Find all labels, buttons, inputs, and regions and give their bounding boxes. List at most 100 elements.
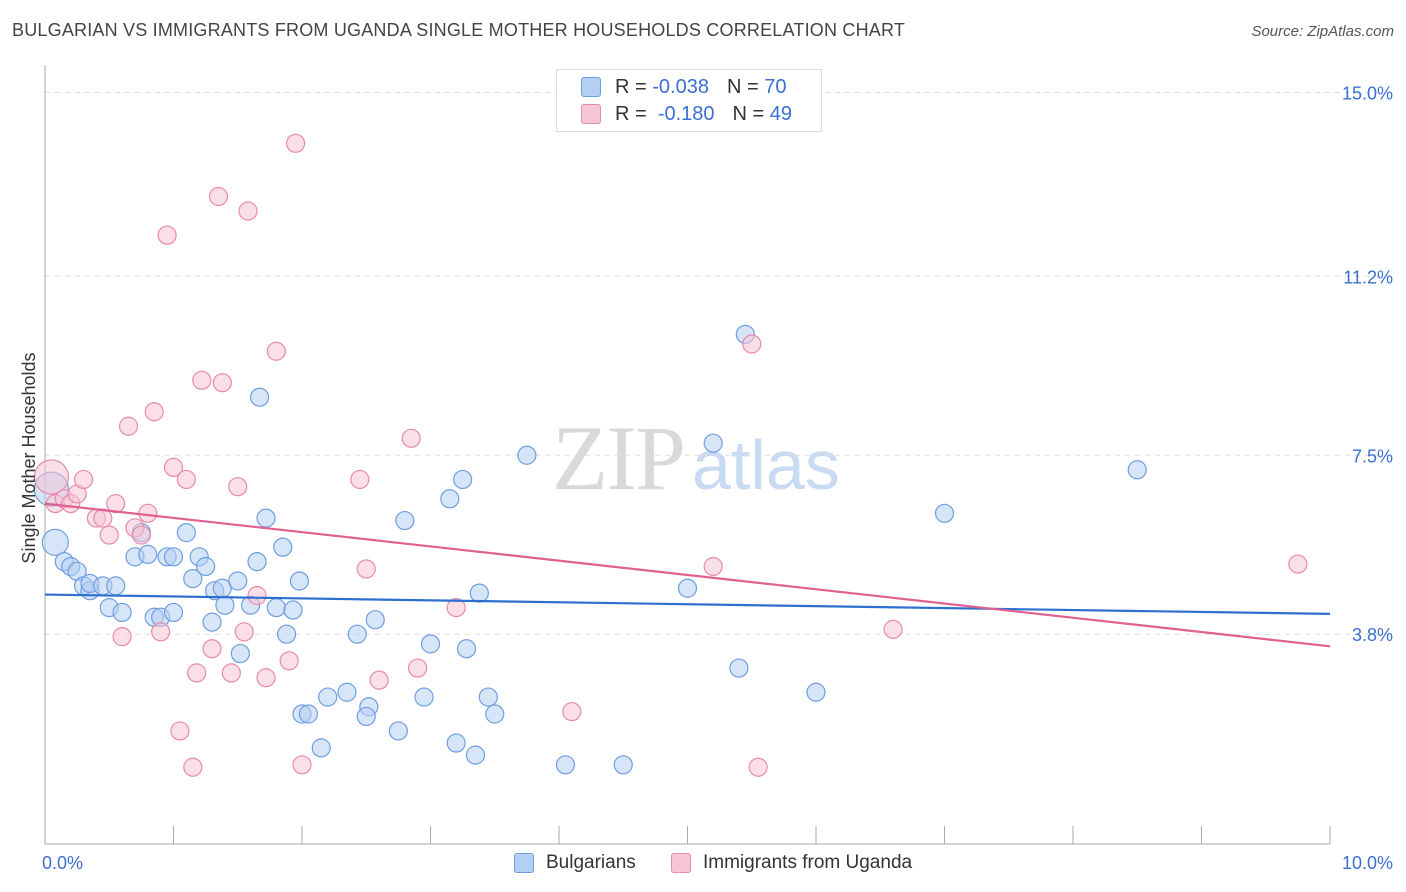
legend-n-label: N = — [732, 102, 765, 125]
point-bulgarians — [453, 469, 473, 490]
point-uganda — [350, 469, 370, 490]
point-uganda — [187, 663, 207, 683]
point-bulgarians — [555, 755, 576, 775]
point-bulgarians — [41, 528, 69, 556]
point-bulgarians — [283, 600, 303, 620]
point-bulgarians — [347, 624, 367, 644]
point-bulgarians — [337, 682, 357, 702]
legend-r-value: -0.180 — [657, 102, 715, 125]
point-bulgarians — [273, 537, 293, 557]
point-uganda — [1288, 554, 1308, 574]
point-bulgarians — [276, 624, 297, 644]
series-label-uganda: Immigrants from Uganda — [703, 852, 913, 873]
legend-swatch-bulgarians — [581, 77, 601, 97]
point-uganda — [703, 556, 723, 577]
point-bulgarians — [318, 687, 338, 707]
point-bulgarians — [230, 643, 250, 664]
point-bulgarians — [196, 556, 216, 577]
legend-swatch-uganda — [581, 104, 601, 124]
point-bulgarians — [106, 576, 126, 596]
point-bulgarians — [420, 634, 441, 654]
point-uganda — [176, 469, 196, 490]
trendline-uganda — [44, 502, 1331, 648]
legend-row-uganda: R = -0.180 N = 49 — [581, 101, 792, 127]
point-bulgarians — [1127, 460, 1147, 480]
point-bulgarians — [613, 755, 633, 775]
point-uganda — [292, 755, 312, 775]
y-tick-label: 7.5% — [1352, 446, 1393, 466]
point-bulgarians — [298, 704, 319, 724]
point-bulgarians — [703, 433, 723, 453]
point-uganda — [562, 701, 582, 722]
point-uganda — [228, 477, 248, 497]
legend-r-value: -0.038 — [652, 75, 709, 98]
point-uganda — [221, 663, 241, 683]
series-legend-uganda: Immigrants from Uganda — [671, 852, 912, 874]
point-bulgarians — [469, 583, 489, 603]
y-tick-label: 15.0% — [1342, 84, 1393, 104]
correlation-legend: R = -0.038 N = 70 R = -0.180 N = 49 — [556, 69, 822, 132]
series-label-bulgarians: Bulgarians — [546, 852, 636, 873]
point-uganda — [106, 494, 126, 514]
point-bulgarians — [356, 706, 376, 727]
point-bulgarians — [485, 704, 505, 724]
point-uganda — [285, 133, 306, 153]
trendline-bulgarians — [44, 593, 1331, 615]
point-uganda — [99, 525, 119, 545]
x-tick-label: 0.0% — [42, 853, 83, 873]
point-uganda — [208, 186, 229, 207]
trend-layer — [44, 502, 1331, 648]
point-bulgarians — [440, 489, 460, 509]
point-bulgarians — [266, 598, 286, 618]
point-uganda — [256, 668, 276, 688]
series-swatch-uganda — [671, 853, 691, 873]
legend-row-bulgarians: R = -0.038 N = 70 — [581, 74, 786, 100]
point-uganda — [212, 373, 232, 393]
point-bulgarians — [112, 602, 132, 623]
point-bulgarians — [478, 687, 498, 707]
point-bulgarians — [138, 544, 158, 565]
point-uganda — [112, 627, 132, 647]
point-bulgarians — [677, 578, 698, 598]
point-bulgarians — [729, 658, 749, 678]
point-uganda — [192, 370, 212, 390]
point-uganda — [356, 559, 376, 579]
point-bulgarians — [395, 510, 415, 531]
point-uganda — [73, 469, 94, 490]
point-uganda — [266, 341, 286, 361]
point-uganda — [157, 225, 177, 245]
x-tick-label: 10.0% — [1342, 853, 1393, 873]
point-bulgarians — [202, 612, 222, 632]
point-bulgarians — [365, 610, 385, 630]
y-tick-label: 3.8% — [1352, 625, 1393, 645]
grid-layer — [45, 92, 1395, 635]
chart-title: BULGARIAN VS IMMIGRANTS FROM UGANDA SING… — [12, 20, 906, 40]
point-bulgarians — [517, 445, 537, 465]
series-legend: Bulgarians Immigrants from Uganda — [0, 852, 1406, 878]
axis-layer — [44, 65, 1331, 845]
point-bulgarians — [388, 721, 408, 741]
point-bulgarians — [806, 682, 826, 702]
point-uganda — [742, 334, 762, 354]
point-bulgarians — [249, 387, 270, 407]
point-uganda — [118, 416, 139, 436]
point-uganda — [279, 651, 299, 671]
point-bulgarians — [256, 508, 276, 528]
point-uganda — [238, 201, 258, 221]
point-bulgarians — [934, 503, 955, 523]
point-bulgarians — [465, 745, 486, 765]
series-swatch-bulgarians — [514, 853, 534, 873]
point-bulgarians — [228, 571, 248, 591]
y-axis-label: Single Mother Households — [19, 352, 39, 563]
point-layer — [33, 133, 1308, 777]
point-bulgarians — [176, 523, 196, 543]
legend-n-value: 49 — [769, 102, 793, 125]
point-bulgarians — [163, 547, 184, 567]
legend-r-label: R = — [615, 102, 647, 125]
point-bulgarians — [414, 687, 434, 707]
point-uganda — [163, 457, 184, 477]
point-uganda — [883, 619, 903, 639]
point-uganda — [170, 721, 190, 741]
point-bulgarians — [456, 639, 477, 659]
